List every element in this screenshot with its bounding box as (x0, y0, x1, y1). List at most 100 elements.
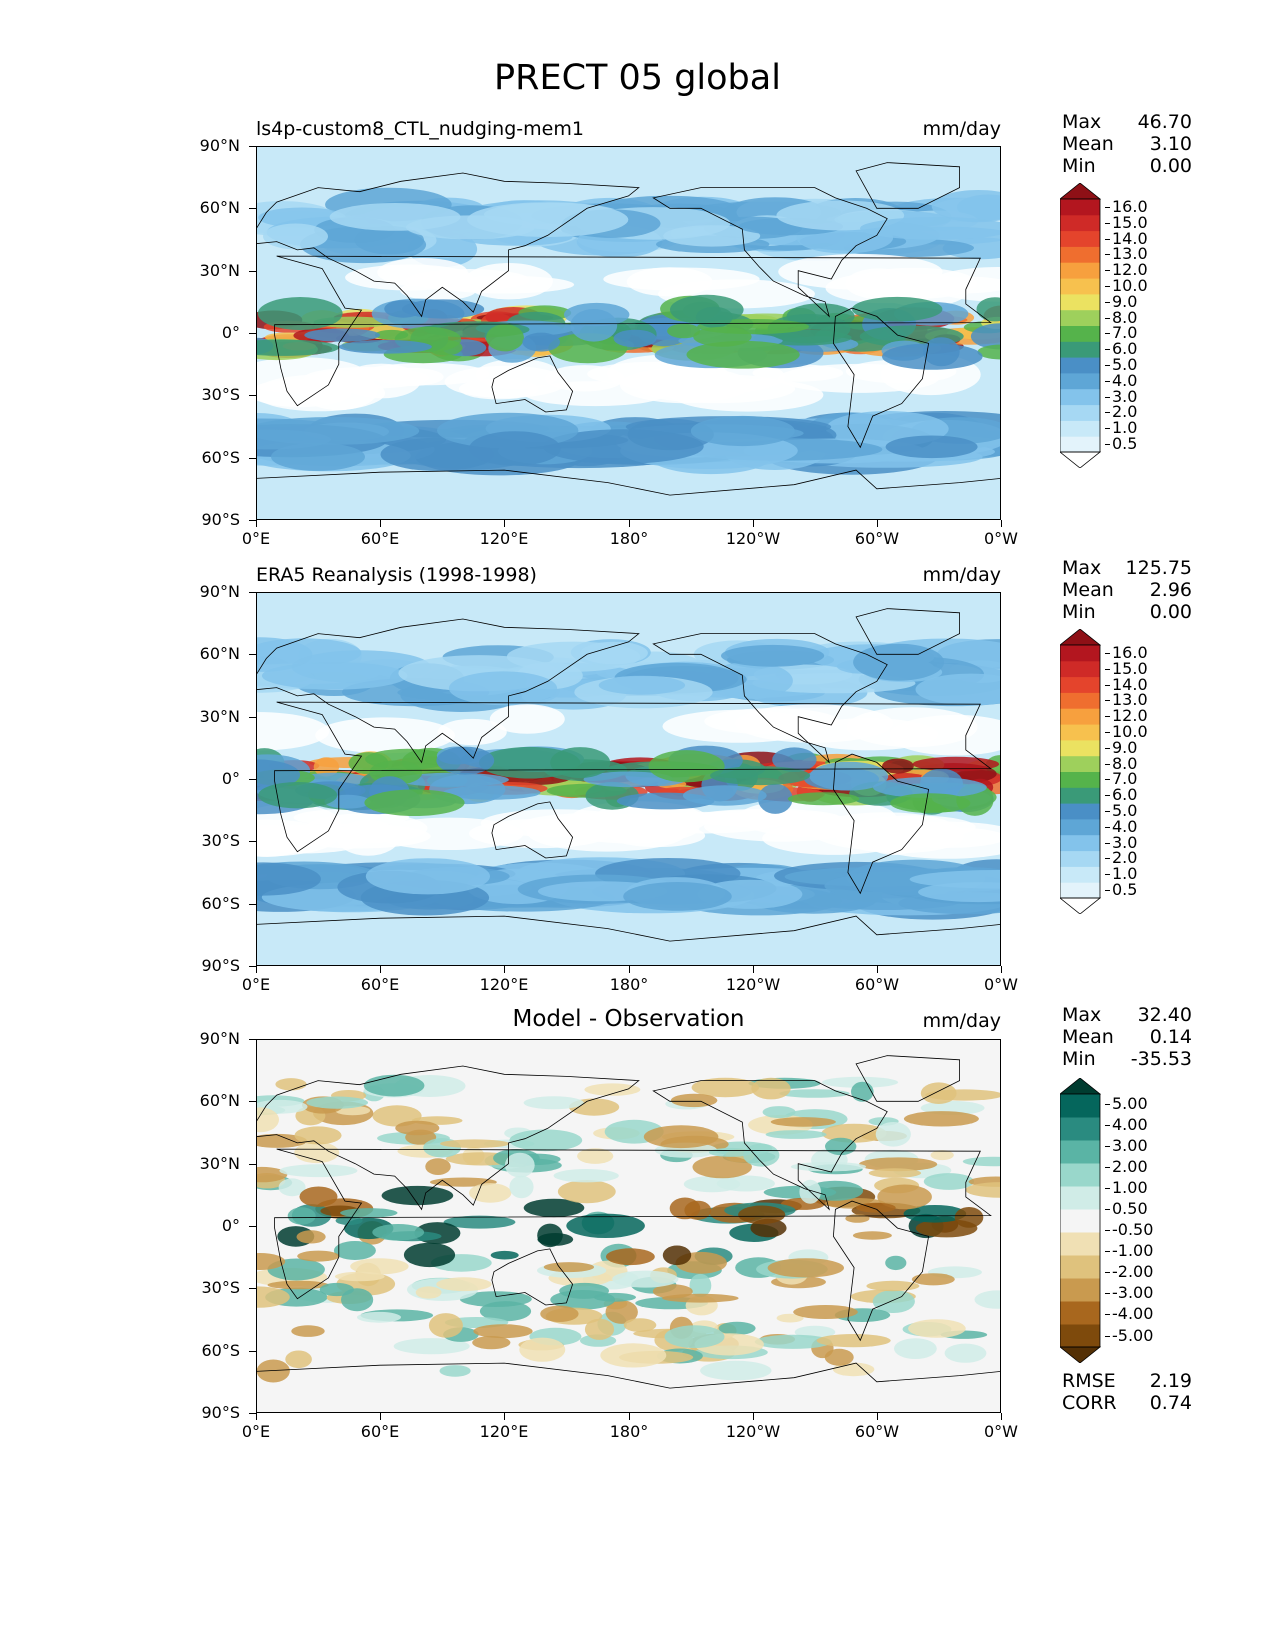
colorbar-segment (1060, 676, 1100, 693)
colorbar-tick-label: 4.0 (1112, 371, 1138, 390)
x-tick-mark (877, 966, 878, 973)
colorbar-segment (1060, 388, 1100, 406)
coastline (491, 801, 574, 859)
colorbar-tick-label: 1.00 (1112, 1178, 1148, 1197)
y-tick-mark (249, 654, 256, 655)
x-tick-label: 0°E (241, 975, 271, 994)
coastline (274, 701, 992, 853)
colorbar-extend-min (1058, 897, 1102, 915)
colorbar-segment (1060, 278, 1100, 295)
x-tick-label: 180° (609, 975, 649, 994)
colorbar-tick-label: 0.50 (1112, 1199, 1148, 1218)
colorbar-segment (1060, 866, 1100, 883)
colorbar-tick (1105, 1314, 1110, 1315)
colorbar-tick (1105, 764, 1110, 765)
colorbar-tick (1105, 700, 1110, 701)
colorbar-tick-label: 3.00 (1112, 1136, 1148, 1155)
x-tick-mark (380, 520, 381, 527)
y-tick-label: 60°S (201, 894, 240, 913)
colorbar-segment (1060, 214, 1100, 232)
colorbar-tick (1105, 1188, 1110, 1189)
x-tick-mark (380, 966, 381, 973)
x-tick-mark (753, 520, 754, 527)
coastline (256, 1065, 640, 1211)
stat-label: Mean (1062, 133, 1114, 155)
colorbar-segment (1060, 1094, 1100, 1118)
stat-value: 46.70 (1137, 111, 1192, 133)
coastline (652, 1080, 888, 1211)
stat-label: Mean (1062, 579, 1114, 601)
y-tick-label: 0° (221, 769, 240, 788)
stat-row: Mean 2.96 (1062, 579, 1192, 601)
coastline (256, 1362, 1001, 1413)
y-tick-label: 30°S (201, 831, 240, 850)
colorbar-tick (1105, 685, 1110, 686)
stat-row: Min 0.00 (1062, 601, 1192, 623)
colorbar-tick-label: 8.0 (1112, 754, 1138, 773)
y-tick-mark (249, 333, 256, 334)
colorbar-tick-label: 7.0 (1112, 323, 1138, 342)
panel-difference: Model - Observation mm/day Max 32.40 Mean 0… (0, 0, 1275, 1441)
colorbar-extend-max (1058, 1077, 1102, 1095)
y-tick-label: 60°N (199, 644, 240, 663)
colorbar-tick-label: 1.0 (1112, 418, 1138, 437)
colorbar-tick-label: 0.5 (1112, 880, 1138, 899)
colorbar-segment (1060, 803, 1100, 820)
x-tick-label: 60°W (854, 529, 900, 548)
colorbar-segment (1060, 372, 1100, 390)
stat-value: 2.19 (1149, 1370, 1192, 1392)
colorbar-tick (1105, 827, 1110, 828)
stat-row: Mean 0.14 (1062, 1026, 1192, 1048)
colorbar-tick (1105, 874, 1110, 875)
coastline (832, 1200, 930, 1342)
coastline (274, 1148, 992, 1300)
stat-label: Min (1062, 155, 1096, 177)
colorbar-segment (1060, 1301, 1100, 1325)
colorbar-tick (1105, 207, 1110, 208)
x-tick-label: 120°W (725, 975, 781, 994)
x-tick-mark (753, 966, 754, 973)
colorbar-tick (1105, 381, 1110, 382)
x-tick-mark (753, 1413, 754, 1420)
colorbar-segment (1060, 1324, 1100, 1348)
y-tick-label: 30°N (199, 1154, 240, 1173)
x-tick-mark (1001, 1413, 1002, 1420)
x-tick-label: 120°W (725, 529, 781, 548)
coastlines (256, 162, 1001, 520)
coastline (652, 633, 888, 764)
x-tick-label: 120°E (479, 1422, 529, 1441)
colorbar-tick-label: -3.00 (1112, 1283, 1154, 1302)
colorbar-tick (1105, 653, 1110, 654)
coastline (491, 1248, 574, 1306)
colorbar-segment (1060, 834, 1100, 852)
x-tick-mark (1001, 966, 1002, 973)
y-tick-mark (249, 717, 256, 718)
stat-value: 0.14 (1149, 1026, 1192, 1048)
y-tick-mark (249, 271, 256, 272)
colorbar-tick-label: 12.0 (1112, 706, 1148, 725)
panel-title: ERA5 Reanalysis (1998-1998) (256, 564, 537, 586)
panel-model: ls4p-custom8_CTL_nudging-mem1 mm/day Max… (0, 0, 1275, 548)
stat-value: 2.96 (1149, 579, 1192, 601)
colorbar-tick-label: 2.0 (1112, 848, 1138, 867)
stat-label: RMSE (1062, 1370, 1116, 1392)
x-tick-mark (877, 1413, 878, 1420)
colorbar-tick-label: 14.0 (1112, 229, 1148, 248)
x-tick-label: 180° (609, 529, 649, 548)
colorbar-tick-label: 15.0 (1112, 659, 1148, 678)
precip-map (256, 146, 1001, 520)
stat-label: Min (1062, 1048, 1096, 1070)
colorbar-tick (1105, 1146, 1110, 1147)
x-tick-label: 60°E (360, 529, 400, 548)
stat-row: RMSE 2.19 (1062, 1370, 1192, 1392)
y-tick-mark (249, 779, 256, 780)
y-tick-mark (249, 1101, 256, 1102)
x-tick-label: 60°W (854, 975, 900, 994)
colorbar-tick (1105, 1336, 1110, 1337)
panel-title: ls4p-custom8_CTL_nudging-mem1 (256, 118, 584, 140)
colorbar-tick (1105, 239, 1110, 240)
colorbar-segment (1060, 882, 1100, 899)
stat-row: Max 46.70 (1062, 111, 1192, 133)
y-tick-label: 30°S (201, 1278, 240, 1297)
